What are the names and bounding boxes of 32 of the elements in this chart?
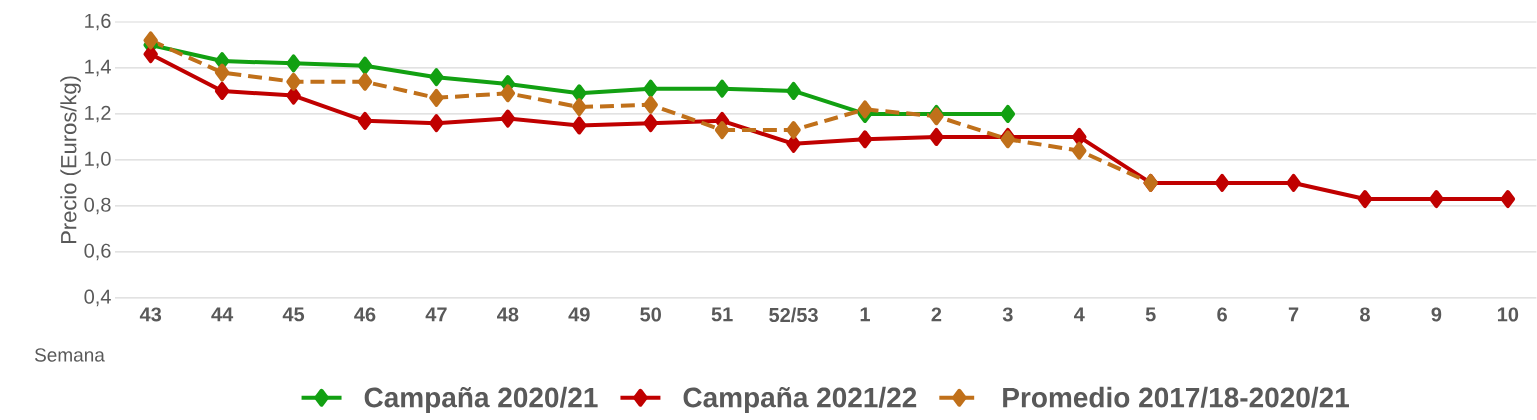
- legend-label: Promedio 2017/18-2020/21: [1003, 386, 1349, 408]
- y-axis-title: Precio (Euros/kg): [60, 76, 81, 244]
- y-tick-label: 1,2: [85, 105, 111, 123]
- y-tick-label: 1,4: [85, 59, 111, 77]
- x-tick-label: 51: [711, 307, 733, 322]
- x-tick-label: 50: [640, 307, 661, 322]
- x-tick-label: 1: [860, 307, 870, 322]
- x-tick-label: 44: [211, 307, 234, 322]
- x-tick-label: 49: [568, 307, 590, 322]
- x-tick-label: 4: [1074, 307, 1085, 322]
- x-tick-label: 5: [1145, 307, 1156, 322]
- x-tick-label: 8: [1360, 307, 1370, 322]
- y-tick-label: 0,4: [84, 289, 111, 307]
- legend-label: Campaña 2020/21: [364, 386, 598, 414]
- x-tick-label: 45: [282, 307, 305, 322]
- x-tick-label: 43: [139, 307, 162, 322]
- x-tick-label: 52/53: [769, 307, 818, 323]
- x-tick-label: 47: [425, 307, 447, 322]
- x-axis-title: Semana: [34, 348, 105, 362]
- y-tick-label: 0,8: [84, 197, 111, 215]
- y-tick-label: 1,0: [85, 151, 111, 169]
- legend-label: Campaña 2021/22: [683, 386, 917, 414]
- x-tick-label: 2: [931, 307, 942, 322]
- x-tick-label: 9: [1431, 307, 1442, 322]
- y-tick-label: 0,6: [84, 243, 111, 261]
- x-tick-label: 7: [1288, 307, 1299, 322]
- x-tick-label: 6: [1217, 307, 1227, 322]
- x-tick-label: 3: [1002, 307, 1013, 322]
- x-tick-label: 10: [1497, 307, 1519, 322]
- x-tick-label: 48: [497, 307, 519, 322]
- x-tick-label: 46: [354, 307, 376, 322]
- y-tick-label: 1,6: [85, 13, 111, 31]
